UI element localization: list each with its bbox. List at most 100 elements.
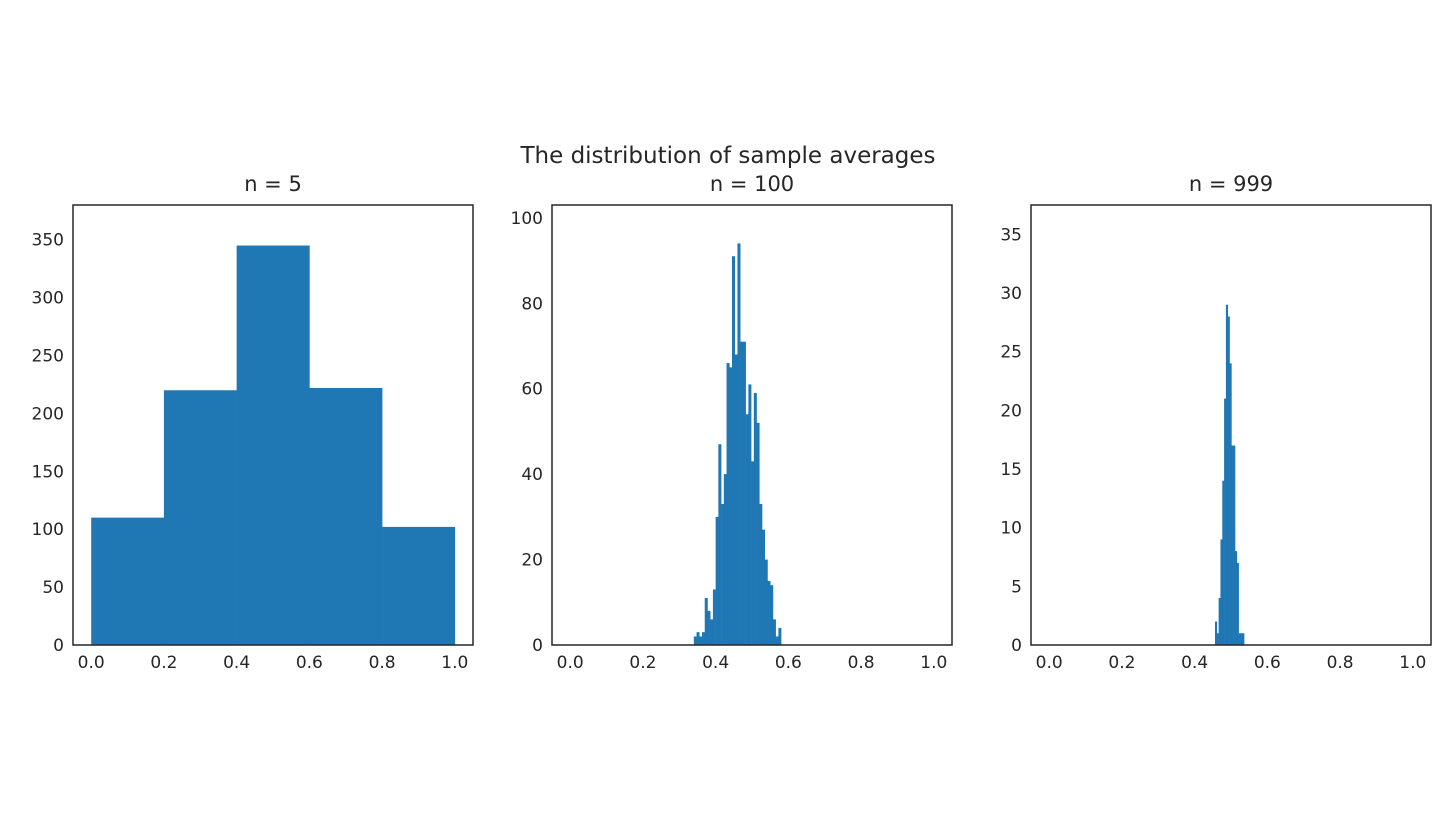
histogram-bar xyxy=(762,529,766,645)
histogram-bar xyxy=(1216,633,1219,645)
histogram-bar xyxy=(772,619,776,645)
x-tick-label: 0.2 xyxy=(150,653,177,673)
y-tick-label: 0 xyxy=(53,636,64,656)
histogram-bar xyxy=(721,504,725,645)
x-tick-label: 0.6 xyxy=(296,653,323,673)
histogram-bar xyxy=(163,390,237,645)
x-tick-label: 0.8 xyxy=(369,653,396,673)
y-tick-label: 20 xyxy=(1000,401,1022,421)
histogram-bar xyxy=(723,474,727,645)
histogram-bar xyxy=(1215,621,1218,645)
histogram-bar xyxy=(1233,445,1236,645)
y-tick-label: 150 xyxy=(32,462,64,482)
panel-title: n = 5 xyxy=(244,172,302,196)
y-tick-label: 250 xyxy=(32,347,64,367)
bars-group xyxy=(91,245,456,645)
y-tick-label: 100 xyxy=(32,520,64,540)
chart-panel-1: 0.0 0.2 0.4 0.6 0.8 1.0 0 50 100 150 200 250 300 350 n… xyxy=(32,172,474,673)
histogram-bar xyxy=(1218,598,1221,645)
y-tick-label: 350 xyxy=(32,231,64,251)
histogram-bar xyxy=(767,580,771,645)
x-tick-label: 0.8 xyxy=(848,653,875,673)
y-tick-label: 80 xyxy=(521,294,543,314)
x-tick-label: 0.0 xyxy=(1036,653,1063,673)
histogram-bar xyxy=(1222,480,1225,645)
y-tick-label: 0 xyxy=(1011,636,1022,656)
y-tick-label: 0 xyxy=(532,636,543,656)
x-tick-label: 0.4 xyxy=(1181,653,1208,673)
histogram-bar xyxy=(1238,633,1241,645)
axes-frame xyxy=(72,204,474,646)
x-tick-label: 1.0 xyxy=(1399,653,1426,673)
x-tick-label: 0.8 xyxy=(1327,653,1354,673)
y-tick-label: 20 xyxy=(521,551,543,571)
histogram-bar xyxy=(775,636,779,645)
y-tick-label: 300 xyxy=(32,289,64,309)
histogram-bar xyxy=(707,610,711,645)
histogram-bar xyxy=(778,627,782,645)
chart-panel-2: 0.0 0.2 0.4 0.6 0.8 1.0 0 20 40 60 80 100 n = 100 xyxy=(511,172,953,673)
x-tick-label: 0.0 xyxy=(557,653,584,673)
histogram-bar xyxy=(1225,304,1229,645)
y-tick-label: 30 xyxy=(1000,284,1022,304)
histogram-bar xyxy=(732,256,736,645)
x-tick-label: 1.0 xyxy=(920,653,947,673)
histogram-bar xyxy=(726,363,730,645)
x-tick-label: 0.6 xyxy=(1254,653,1281,673)
figure-suptitle: The distribution of sample averages xyxy=(520,143,936,169)
histogram-bar xyxy=(1242,633,1245,645)
histogram-bar xyxy=(1231,445,1234,645)
histogram-bar xyxy=(715,516,719,645)
x-tick-label: 0.4 xyxy=(223,653,250,673)
histogram-bar xyxy=(1240,633,1243,645)
chart-panel-3: 0.0 0.2 0.4 0.6 0.8 1.0 0 5 10 15 20 25 30 35 n = 999 xyxy=(1000,172,1432,673)
histogram-bar xyxy=(712,589,716,645)
histogram-bar xyxy=(770,585,774,645)
histogram-bar xyxy=(729,367,733,645)
histogram-bar xyxy=(382,526,456,645)
histogram-bar xyxy=(704,598,708,645)
y-tick-label: 60 xyxy=(521,380,543,400)
bars-group xyxy=(693,243,782,645)
histogram-bar xyxy=(718,444,722,645)
histogram-bar xyxy=(702,632,706,645)
histogram-bar xyxy=(764,559,768,645)
histogram-bar xyxy=(693,636,697,645)
y-tick-label: 25 xyxy=(1000,343,1022,363)
bars-group xyxy=(1215,304,1245,645)
histogram-bar xyxy=(745,414,749,645)
histogram-bar xyxy=(737,243,741,645)
histogram-bar xyxy=(1235,551,1238,645)
histogram-bar xyxy=(1224,398,1227,645)
histogram-bar xyxy=(696,632,700,645)
histogram-bar xyxy=(759,504,763,645)
y-tick-label: 200 xyxy=(32,404,64,424)
x-tick-label: 0.0 xyxy=(78,653,105,673)
histogram-bar xyxy=(1229,363,1232,645)
histogram-bar xyxy=(734,354,738,645)
histogram-bar xyxy=(753,392,757,645)
histogram-bar xyxy=(699,636,703,645)
histogram-bar xyxy=(751,461,755,645)
histogram-bar xyxy=(91,517,165,645)
histogram-bar xyxy=(742,341,746,645)
histogram-bar xyxy=(1220,539,1223,645)
panel-title: n = 999 xyxy=(1189,172,1273,196)
y-tick-label: 100 xyxy=(511,209,543,229)
histogram-bar xyxy=(1236,562,1239,645)
axes-frame xyxy=(1030,204,1432,646)
y-tick-label: 5 xyxy=(1011,577,1022,597)
x-tick-label: 1.0 xyxy=(441,653,468,673)
y-tick-label: 10 xyxy=(1000,519,1022,539)
x-tick-label: 0.2 xyxy=(629,653,656,673)
histogram-bar xyxy=(309,387,383,645)
y-tick-label: 15 xyxy=(1000,460,1022,480)
histogram-bar xyxy=(236,245,310,645)
x-tick-label: 0.6 xyxy=(775,653,802,673)
panel-title: n = 100 xyxy=(710,172,794,196)
y-tick-label: 40 xyxy=(521,465,543,485)
histogram-bar xyxy=(748,384,752,645)
x-tick-label: 0.2 xyxy=(1108,653,1135,673)
x-tick-label: 0.4 xyxy=(702,653,729,673)
